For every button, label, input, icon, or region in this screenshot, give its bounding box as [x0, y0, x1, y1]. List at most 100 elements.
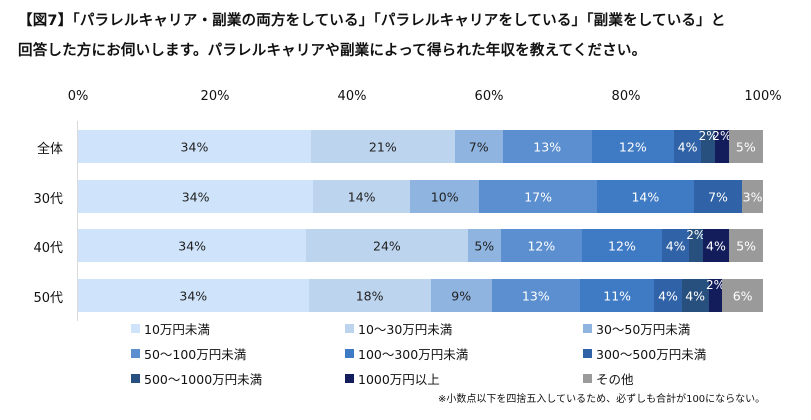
- data-label: 34%: [181, 189, 210, 204]
- data-label: 24%: [373, 238, 401, 253]
- legend-swatch: [131, 324, 140, 333]
- x-tick-label: 80%: [611, 89, 641, 104]
- bar-segment: 10%: [410, 180, 480, 213]
- bar-segment: 14%: [313, 180, 411, 213]
- y-axis-line: [77, 121, 78, 321]
- bar-segment: 13%: [502, 130, 592, 163]
- bar-segment: 13%: [491, 279, 580, 312]
- category-label: 40代: [33, 241, 63, 256]
- bar-segment: 5%: [729, 229, 763, 262]
- data-label: 13%: [521, 288, 550, 303]
- x-tick-label: 0%: [67, 89, 89, 104]
- legend-label: 10〜30万円未満: [358, 322, 453, 337]
- data-label: 2%: [686, 228, 706, 243]
- data-label: 12%: [527, 238, 556, 253]
- data-label: 4%: [706, 238, 726, 253]
- legend-label: 50〜100万円未満: [144, 347, 247, 362]
- data-label: 5%: [736, 238, 757, 253]
- data-label: 12%: [618, 139, 647, 154]
- legend-swatch: [131, 374, 140, 383]
- legend-item: 50〜100万円未満: [131, 344, 246, 363]
- bar-segment: 4%: [681, 279, 709, 312]
- bar-segment: 12%: [501, 229, 582, 262]
- x-tick-label: 60%: [474, 89, 504, 104]
- bar-segment: 24%: [306, 229, 468, 262]
- bar-segment: 4%: [662, 229, 690, 262]
- legend-item: 1000万円以上: [345, 369, 440, 388]
- data-label: 4%: [665, 238, 686, 253]
- bar-segment: 7%: [454, 130, 503, 163]
- data-label: 34%: [180, 139, 209, 154]
- legend-swatch: [583, 324, 592, 333]
- data-label: 34%: [179, 288, 208, 303]
- legend-item: 300〜500万円未満: [583, 344, 706, 363]
- legend-label: 300〜500万円未満: [596, 347, 707, 362]
- category-label: 50代: [33, 291, 63, 306]
- legend-swatch: [583, 374, 592, 383]
- legend-item: その他: [583, 369, 634, 388]
- bar-segment: 17%: [479, 180, 597, 213]
- stacked-bar: 34% 18% 9% 13% 11% 4% 4% 2% 6%: [78, 278, 763, 312]
- data-label: 4%: [685, 288, 706, 303]
- data-label: 3%: [742, 189, 763, 204]
- legend-item: 10〜30万円未満: [345, 319, 452, 338]
- bar-segment: 6%: [722, 279, 763, 312]
- bar-segment: 2%: [712, 129, 732, 163]
- bar-segment: 5%: [467, 229, 502, 262]
- bar-segment: 14%: [596, 180, 694, 213]
- data-label: 9%: [451, 288, 472, 303]
- data-label: 7%: [468, 139, 489, 154]
- bar-segment: 12%: [581, 229, 663, 262]
- data-label: 7%: [708, 189, 728, 204]
- data-label: 6%: [732, 288, 753, 303]
- bar-segment: 34%: [78, 130, 311, 163]
- bar-segment: 3%: [742, 180, 763, 213]
- legend-swatch: [583, 349, 592, 358]
- data-label: 34%: [178, 238, 207, 253]
- stacked-bar: 34% 24% 5% 12% 12% 4% 2% 4% 5%: [78, 228, 763, 262]
- data-label: 14%: [347, 189, 376, 204]
- data-label: 12%: [608, 238, 636, 253]
- bar-segment: 9%: [430, 279, 492, 312]
- stacked-bar: 34% 21% 7% 13% 12% 4% 2% 2% 5%: [78, 129, 763, 163]
- data-label: 17%: [524, 189, 553, 204]
- legend-label: その他: [596, 372, 634, 387]
- bar-segment: 4%: [673, 130, 702, 163]
- bar-segment: 12%: [591, 130, 674, 163]
- legend-label: 100〜300万円未満: [358, 347, 469, 362]
- bar-segment: 34%: [78, 229, 307, 262]
- legend-item: 100〜300万円未満: [345, 344, 468, 363]
- bar-segment: 34%: [78, 180, 314, 213]
- legend-label: 500〜1000万円未満: [144, 372, 263, 387]
- chart-title-line-1: 【図7】「パラレルキャリア・副業の両方をしている」「パラレルキャリアをしている」…: [18, 13, 726, 29]
- bar-segment: 7%: [693, 180, 743, 213]
- data-label: 5%: [474, 238, 495, 253]
- data-label: 18%: [355, 288, 384, 303]
- legend-label: 30〜50万円未満: [596, 322, 691, 337]
- legend-label: 1000万円以上: [358, 372, 440, 387]
- bar-segment: 18%: [308, 279, 431, 312]
- legend-item: 10万円未満: [131, 319, 210, 338]
- data-label: 2%: [698, 129, 718, 144]
- bar-segment: 21%: [310, 130, 455, 163]
- bar-segment: 2%: [705, 278, 726, 312]
- bar-segment: 5%: [728, 130, 763, 163]
- data-label: 2%: [712, 129, 732, 144]
- bar-segment: 4%: [702, 229, 730, 262]
- legend-swatch: [345, 324, 354, 333]
- x-tick-label: 40%: [337, 89, 367, 104]
- data-label: 5%: [735, 139, 756, 154]
- bar-segment: 11%: [579, 279, 655, 312]
- chart-title-line-2: 回答した方にお伺いします。パラレルキャリアや副業によって得られた年収を教えてくだ…: [18, 43, 647, 59]
- legend-item: 30〜50万円未満: [583, 319, 690, 338]
- data-label: 10%: [430, 189, 459, 204]
- legend-swatch: [131, 349, 140, 358]
- legend-label: 10万円未満: [144, 322, 210, 337]
- footnote: ※小数点以下を四捨五入しているため、必ずしも合計が100にならない。: [438, 394, 766, 405]
- category-label: 30代: [33, 192, 63, 207]
- legend-swatch: [345, 349, 354, 358]
- data-label: 4%: [658, 288, 678, 303]
- data-label: 4%: [677, 139, 698, 154]
- data-label: 2%: [705, 278, 726, 293]
- data-label: 11%: [603, 288, 632, 303]
